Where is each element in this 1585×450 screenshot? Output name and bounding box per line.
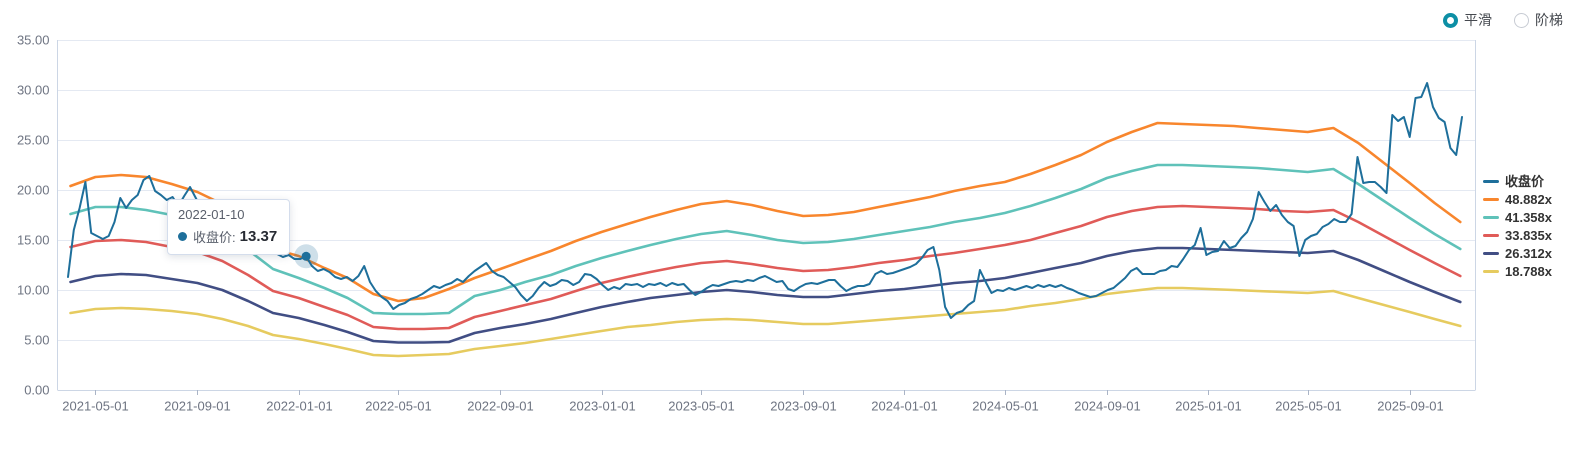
radio-option-smooth[interactable]: 平滑 [1443, 10, 1492, 30]
legend-label: 18.788x [1505, 263, 1552, 279]
x-tick-label: 2022-09-01 [467, 399, 534, 414]
legend-swatch-icon [1483, 179, 1499, 183]
x-tick-label: 2022-01-01 [266, 399, 333, 414]
y-tick-label: 15.00 [17, 232, 50, 247]
tooltip-series-name: 收盘价 [193, 230, 233, 245]
legend-item-26312x[interactable]: 26.312x [1483, 246, 1552, 260]
legend: 收盘价 48.882x 41.358x 33.835x 26.312x 18.7… [1483, 174, 1552, 278]
tooltip: 2022-01-10 收盘价: 13.37 [167, 199, 291, 255]
series-dot-icon [178, 232, 187, 241]
x-tick-label: 2022-05-01 [365, 399, 432, 414]
series-line-band-33835x[interactable] [69, 204, 1462, 331]
legend-item-33835x[interactable]: 33.835x [1483, 228, 1552, 242]
legend-label: 收盘价 [1505, 173, 1545, 189]
series-line-band-26312x[interactable] [69, 246, 1462, 344]
x-tick-label: 2025-09-01 [1377, 399, 1444, 414]
x-tick-label: 2025-05-01 [1275, 399, 1342, 414]
x-tick-label: 2023-01-01 [569, 399, 636, 414]
y-tick-label: 10.00 [17, 282, 50, 297]
x-tick-label: 2023-09-01 [770, 399, 837, 414]
highlight-dot [301, 251, 311, 261]
radio-label-step: 阶梯 [1535, 12, 1563, 28]
y-tick-label: 30.00 [17, 82, 50, 97]
y-tick-label: 20.00 [17, 182, 50, 197]
radio-label-smooth: 平滑 [1464, 12, 1492, 28]
y-tick-label: 25.00 [17, 132, 50, 147]
x-tick-label: 2024-01-01 [871, 399, 938, 414]
legend-item-close[interactable]: 收盘价 [1483, 174, 1552, 188]
legend-swatch-icon [1483, 233, 1499, 237]
tooltip-series-label: 收盘价: [193, 230, 236, 245]
tooltip-date: 2022-01-10 [178, 207, 245, 222]
legend-swatch-icon [1483, 215, 1499, 219]
legend-item-48882x[interactable]: 48.882x [1483, 192, 1552, 206]
legend-label: 41.358x [1505, 209, 1552, 225]
series-line-close[interactable] [67, 82, 1463, 319]
y-tick-label: 5.00 [24, 332, 49, 347]
line-style-radio-group: 平滑 阶梯 [1443, 10, 1563, 30]
legend-label: 26.312x [1505, 245, 1552, 261]
radio-unselected-icon[interactable] [1514, 12, 1529, 28]
x-tick-label: 2023-05-01 [668, 399, 735, 414]
legend-label: 48.882x [1505, 191, 1552, 207]
radio-selected-icon[interactable] [1443, 12, 1458, 28]
legend-item-18788x[interactable]: 18.788x [1483, 264, 1552, 278]
legend-label: 33.835x [1505, 227, 1552, 243]
y-tick-label: 35.00 [17, 32, 50, 47]
radio-option-step[interactable]: 阶梯 [1514, 10, 1563, 30]
series-line-band-18788x[interactable] [69, 286, 1462, 358]
x-tick-label: 2021-09-01 [164, 399, 231, 414]
x-tick-label: 2024-05-01 [972, 399, 1039, 414]
legend-swatch-icon [1483, 251, 1499, 255]
legend-swatch-icon [1483, 269, 1499, 273]
x-tick-label: 2024-09-01 [1074, 399, 1141, 414]
legend-swatch-icon [1483, 197, 1499, 201]
x-tick-label: 2021-05-01 [62, 399, 129, 414]
legend-item-41358x[interactable]: 41.358x [1483, 210, 1552, 224]
tooltip-value: 13.37 [239, 228, 278, 245]
series-line-band-41358x[interactable] [69, 163, 1462, 316]
x-tick-label: 2025-01-01 [1175, 399, 1242, 414]
y-tick-label: 0.00 [24, 382, 49, 397]
